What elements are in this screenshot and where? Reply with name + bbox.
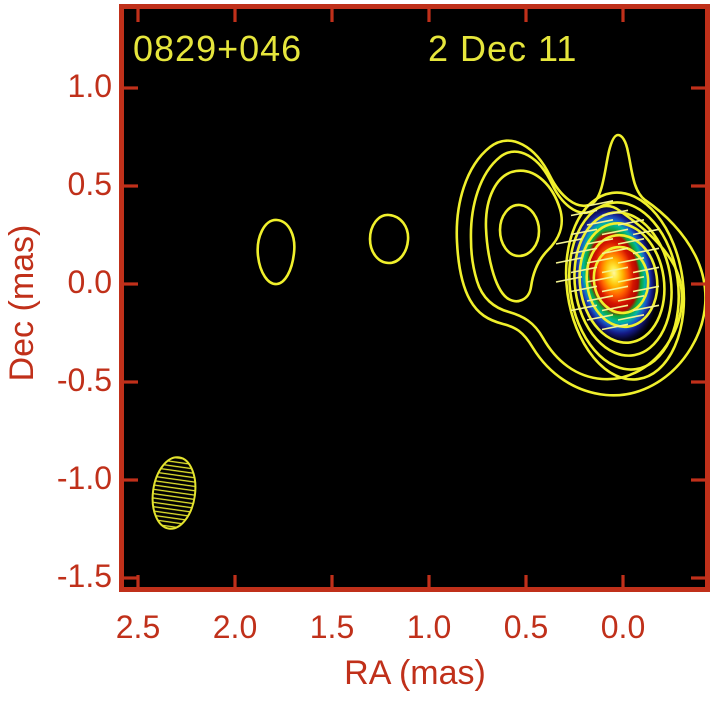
x-tick-label: 2.0 [212,609,258,645]
polarization-ticks [555,200,660,331]
polarization-tick [601,228,629,236]
polarization-tick [617,238,645,245]
jet-component-2-contour [368,213,410,265]
contour-level-1 [455,133,705,397]
polarization-tick [586,295,614,302]
outer-contours [455,133,705,397]
polarization-tick [570,247,598,255]
polarization-tick [570,304,598,312]
polarization-tick [570,228,598,236]
plot-frame [119,4,710,592]
polarization-tick [601,285,629,293]
polarization-tick [586,219,614,226]
polarization-tick [632,228,660,236]
polarization-tick [570,209,598,217]
polarization-tick [601,323,629,331]
epoch-label: 2 Dec 11 [428,28,578,69]
polarization-tick [586,314,614,321]
polarization-tick [601,209,629,217]
polarization-tick [601,266,629,274]
core-contour-ring [585,233,659,329]
y-tick-label: 0.0 [67,264,112,300]
x-tick-label: 0.0 [600,609,646,645]
polarization-tick [632,304,660,312]
core-contour-ring [564,191,686,381]
y-axis-title: Dec (mas) [3,224,41,382]
source-name-label: 0829+046 [133,28,303,69]
jet-component-3-contour [256,218,296,286]
polarization-tick [601,304,629,312]
jet-knot-contours [484,169,564,303]
polarization-tick [617,257,645,264]
y-tick-label: -1.0 [56,460,112,496]
polarization-tick [617,219,645,226]
y-tick-label: 0.5 [67,166,112,202]
faint-component-contours [256,213,410,286]
polarization-tick [555,276,583,283]
polarization-tick [617,314,645,321]
polarization-tick [570,285,598,293]
polarization-tick [632,247,660,255]
x-tick-label: 2.5 [115,609,161,645]
axis-tick-marks [124,8,705,589]
polarization-tick [555,238,583,245]
x-tick-label: 0.5 [503,609,549,645]
y-tick-label: -1.5 [56,558,112,594]
polarization-tick [586,200,614,207]
polarization-tick [586,238,614,245]
jet-knot-outer-contour [484,169,564,303]
polarization-tick [632,266,660,274]
x-axis-title: RA (mas) [344,654,486,692]
y-tick-label: -0.5 [56,362,112,398]
polarization-tick [586,276,614,283]
x-tick-label: 1.5 [309,609,355,645]
polarization-tick [617,276,645,283]
y-tick-label: 1.0 [67,68,112,104]
beam-ellipse [151,456,197,530]
polarization-tick [632,285,660,293]
core-contour-ring [567,201,681,371]
jet-knot-inner-contour [498,203,541,258]
polarization-tick [555,257,583,264]
polarization-tick [586,257,614,264]
polarization-tick [570,266,598,274]
contour-level-2 [469,150,684,381]
x-tick-label: 1.0 [406,609,452,645]
polarization-tick [617,295,645,302]
core-contour-ring [592,245,650,315]
polarization-tick [601,247,629,255]
